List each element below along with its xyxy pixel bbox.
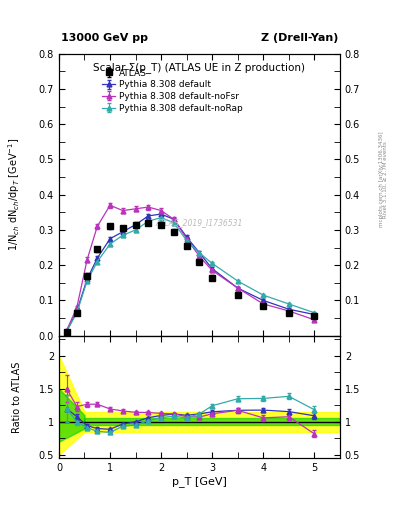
Legend: ATLAS, Pythia 8.308 default, Pythia 8.308 default-noFsr, Pythia 8.308 default-no: ATLAS, Pythia 8.308 default, Pythia 8.30… xyxy=(100,67,244,115)
X-axis label: p_T [GeV]: p_T [GeV] xyxy=(172,476,227,487)
Text: Z (Drell-Yan): Z (Drell-Yan) xyxy=(261,33,339,44)
Y-axis label: 1/N$_{ch}$ dN$_{ch}$/dp$_T$ [GeV$^{-1}$]: 1/N$_{ch}$ dN$_{ch}$/dp$_T$ [GeV$^{-1}$] xyxy=(7,138,22,251)
Text: 13000 GeV pp: 13000 GeV pp xyxy=(61,33,148,44)
Text: ATLAS_2019_I1736531: ATLAS_2019_I1736531 xyxy=(156,219,243,227)
Text: mcplots.cern.ch [arXiv:1306.3436]: mcplots.cern.ch [arXiv:1306.3436] xyxy=(379,132,384,227)
Text: Scalar Σ(p_T) (ATLAS UE in Z production): Scalar Σ(p_T) (ATLAS UE in Z production) xyxy=(94,62,305,73)
Y-axis label: Ratio to ATLAS: Ratio to ATLAS xyxy=(13,361,22,433)
Text: Rivet 3.1.10, ≥ 2.7M events: Rivet 3.1.10, ≥ 2.7M events xyxy=(383,141,387,218)
